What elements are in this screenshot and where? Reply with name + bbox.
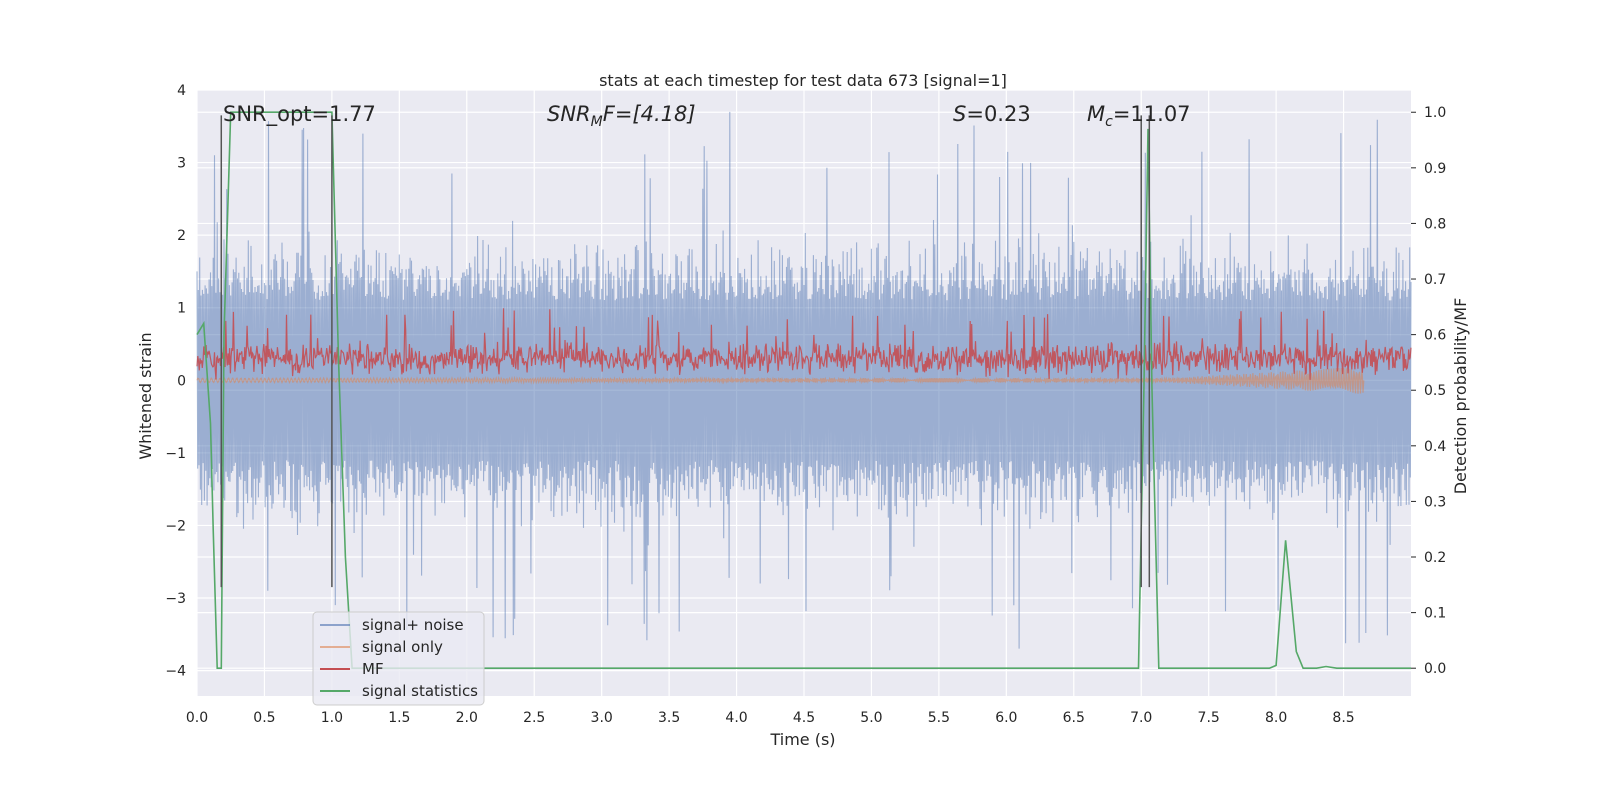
x-tick-label: 0.0 [186, 710, 208, 726]
x-tick-label: 7.0 [1130, 710, 1152, 726]
series-signal-only [196, 368, 1365, 394]
y-axis-label: Whitened strain [136, 332, 155, 459]
y-right-tick-label: 0.6 [1424, 328, 1446, 344]
y-right-tick-label: 1.0 [1424, 105, 1446, 121]
x-tick-label: 8.0 [1265, 710, 1287, 726]
marker-layer [220, 115, 1151, 588]
x-tick-label: 2.0 [456, 710, 478, 726]
y-tick-label: −1 [165, 446, 186, 462]
x-tick-label: 1.5 [388, 710, 410, 726]
chart-title: stats at each timestep for test data 673… [599, 71, 1007, 90]
annotation-snr-mf: SNRMF=[4.18] [547, 102, 696, 130]
annotation-mc: Mc=11.07 [1087, 102, 1191, 130]
annotations: SNR_opt=1.77 SNRMF=[4.18] S=0.23 Mc=11.0… [223, 102, 1191, 130]
x-tick-label: 4.0 [725, 710, 747, 726]
y-tick-label: −4 [165, 664, 186, 680]
y-right-tick-label: 0.9 [1424, 161, 1446, 177]
y-tick-label: −2 [165, 518, 186, 534]
legend-label-mf: MF [362, 660, 384, 678]
y-tick-label: 2 [177, 228, 186, 244]
series-signal-noise [196, 111, 1412, 649]
y-right-tick-label: 0.8 [1424, 216, 1446, 232]
y-right-tick-label: 0.7 [1424, 272, 1446, 288]
x-tick-label: 2.5 [523, 710, 545, 726]
annotation-snr-opt: SNR_opt=1.77 [223, 102, 376, 127]
x-axis-label: Time (s) [769, 730, 835, 749]
legend: signal+ noise signal only MF signal stat… [312, 611, 485, 706]
x-tick-label: 5.5 [928, 710, 950, 726]
series-mf [196, 308, 1412, 380]
annotation-s: S=0.23 [953, 102, 1031, 126]
x-tick-label: 8.5 [1332, 710, 1354, 726]
series-layer [196, 111, 1412, 669]
y-tick-label: 1 [177, 301, 186, 317]
y-axis-right-label: Detection probability/MF [1451, 298, 1470, 495]
series-signal-statistics [196, 111, 1411, 669]
y-right-tick-label: 0.0 [1424, 661, 1446, 677]
x-tick-label: 7.5 [1198, 710, 1220, 726]
x-tick-label: 3.5 [658, 710, 680, 726]
x-tick-label: 4.5 [793, 710, 815, 726]
legend-label-signal-noise: signal+ noise [362, 616, 464, 634]
y-right-tick-label: 0.3 [1424, 494, 1446, 510]
x-tick-label: 5.0 [860, 710, 882, 726]
x-tick-label: 6.0 [995, 710, 1017, 726]
legend-label-signal-only: signal only [362, 638, 443, 656]
y-tick-label: −3 [165, 591, 186, 607]
y-tick-label: 0 [177, 373, 186, 389]
y-right-tick-label: 0.2 [1424, 550, 1446, 566]
y-tick-label: 4 [177, 83, 186, 99]
legend-box [312, 611, 485, 706]
y-tick-label: 3 [177, 156, 186, 172]
x-tick-label: 6.5 [1063, 710, 1085, 726]
legend-label-signal-statistics: signal statistics [362, 682, 478, 700]
y-right-tick-label: 0.4 [1424, 439, 1446, 455]
y-right-tick-label: 0.1 [1424, 606, 1446, 622]
x-tick-label: 1.0 [321, 710, 343, 726]
x-tick-label: 0.5 [253, 710, 275, 726]
axis-ticks: 0.0 0.5 1.0 1.5 2.0 2.5 3.0 3.5 4.0 4.5 5.0 5.5 6.0 6… [165, 83, 1446, 726]
x-tick-label: 3.0 [591, 710, 613, 726]
y-right-tick-label: 0.5 [1424, 383, 1446, 399]
